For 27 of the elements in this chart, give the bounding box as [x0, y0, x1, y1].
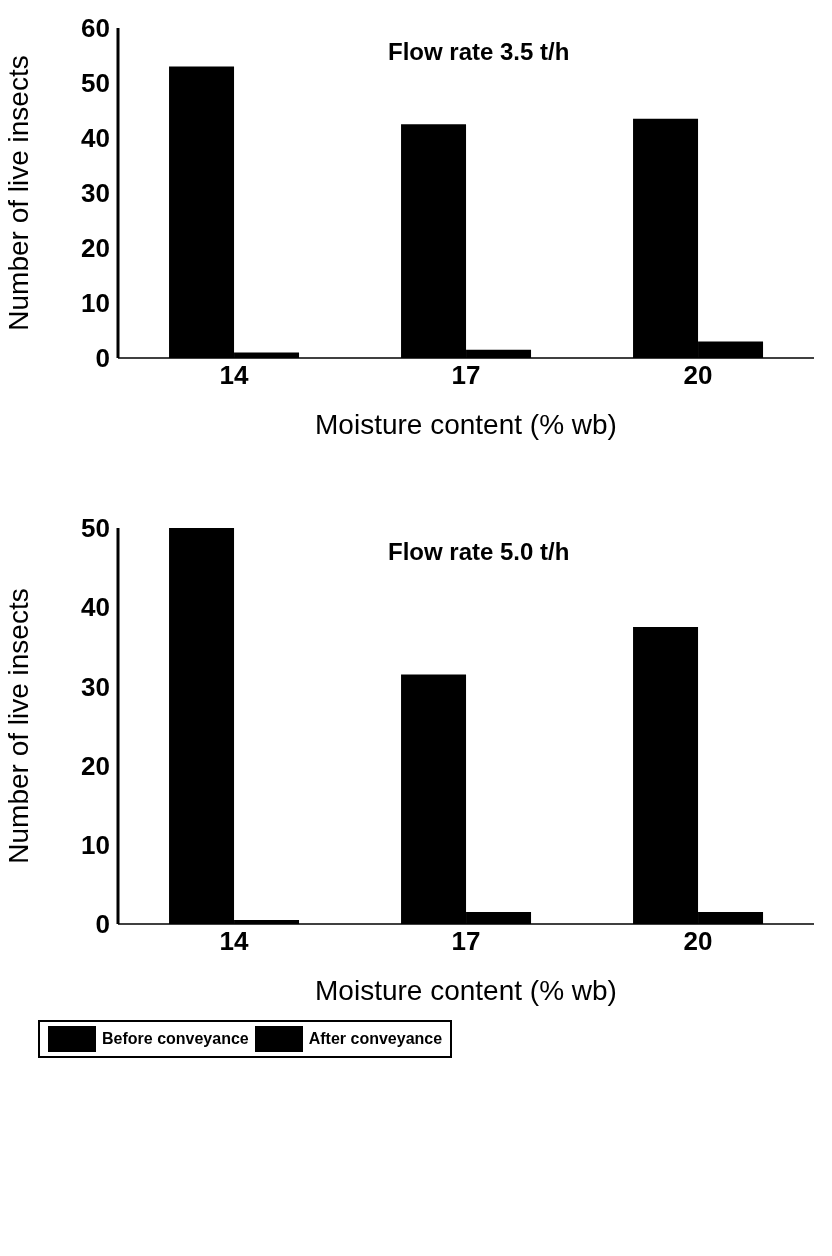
- y-tick-label: 50: [81, 68, 110, 99]
- y-tick-label: 30: [81, 178, 110, 209]
- legend-label: Before conveyance: [102, 1030, 249, 1048]
- y-axis-title: Number of live insects: [2, 588, 34, 864]
- y-tick-label: 20: [81, 233, 110, 264]
- y-tick-label: 10: [81, 830, 110, 861]
- x-tick-label: 14: [219, 360, 249, 391]
- y-tick-label: 40: [81, 592, 110, 623]
- y-tick-label: 10: [81, 288, 110, 319]
- y-tick-label: 30: [81, 671, 110, 702]
- x-axis-title: Moisture content (% wb): [315, 975, 617, 1006]
- x-tick-label: 20: [683, 926, 713, 957]
- x-tick-label: 14: [219, 926, 249, 957]
- x-tick-label: 17: [451, 360, 481, 391]
- chart-title: Flow rate 3.5 t/h: [388, 38, 570, 66]
- y-tick-label: 40: [81, 123, 110, 154]
- x-axis-title: Moisture content (% wb): [315, 409, 617, 440]
- y-axis-title: Number of live insects: [2, 55, 34, 331]
- chart-title: Flow rate 5.0 t/h: [388, 538, 570, 566]
- y-tick-label: 60: [81, 13, 110, 44]
- y-tick-label: 50: [81, 513, 110, 544]
- x-tick-label: 20: [683, 360, 713, 391]
- x-tick-label: 17: [451, 926, 481, 957]
- legend-label: After conveyance: [308, 1030, 443, 1048]
- y-tick-label: 0: [95, 909, 110, 940]
- y-tick-label: 20: [81, 750, 110, 781]
- y-tick-label: 0: [95, 343, 110, 374]
